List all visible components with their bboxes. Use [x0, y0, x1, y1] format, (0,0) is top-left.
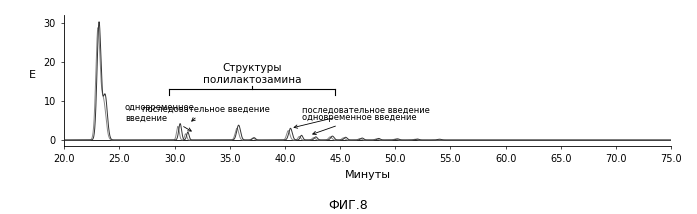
X-axis label: Минуты: Минуты	[345, 170, 391, 180]
Text: Структуры
полилактозамина: Структуры полилактозамина	[203, 63, 301, 85]
Text: последовательное введение: последовательное введение	[141, 104, 269, 121]
Text: последовательное введение: последовательное введение	[294, 106, 429, 128]
Text: ФИГ.8: ФИГ.8	[328, 199, 369, 212]
Text: одновременное введение: одновременное введение	[302, 113, 416, 135]
Y-axis label: E: E	[29, 70, 36, 80]
Text: одновременное
введение: одновременное введение	[125, 103, 195, 131]
